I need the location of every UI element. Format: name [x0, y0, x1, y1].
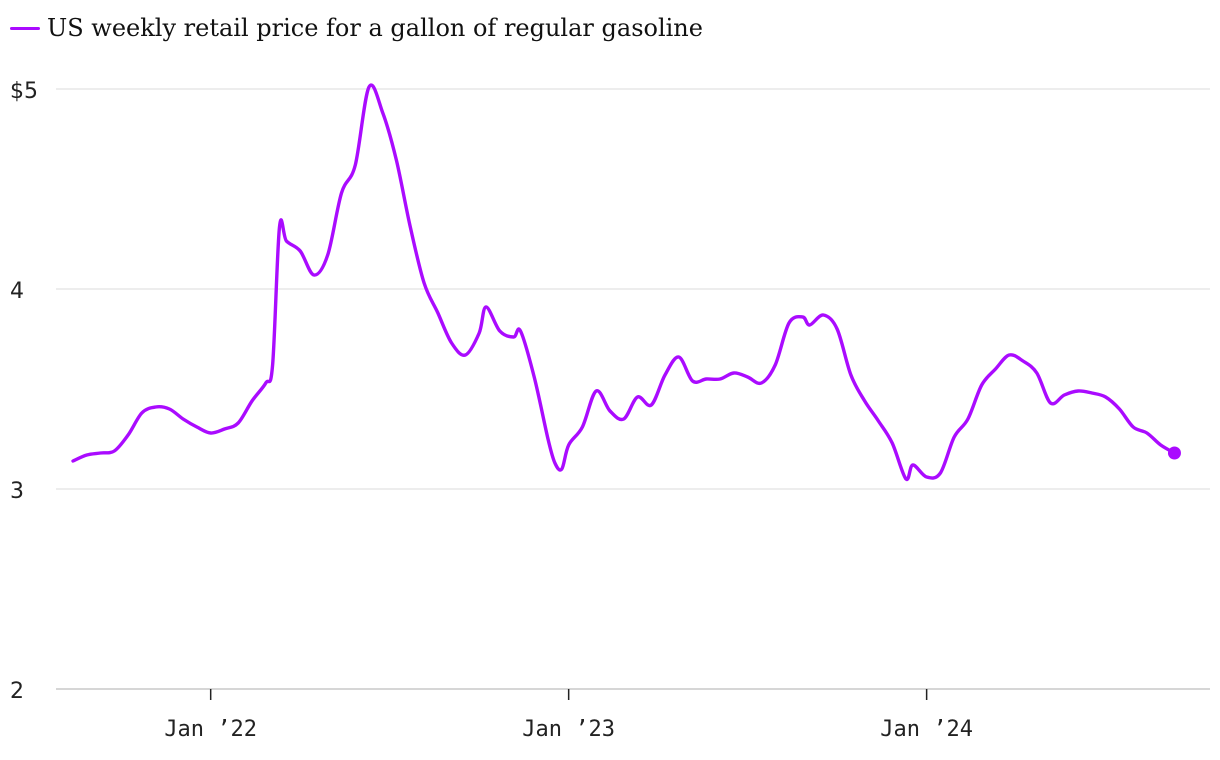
- y-tick-label: 2: [10, 679, 24, 704]
- legend-swatch: [10, 26, 40, 30]
- y-tick-label: 3: [10, 479, 24, 504]
- legend-label: US weekly retail price for a gallon of r…: [47, 14, 703, 42]
- series-line: [71, 83, 1177, 482]
- y-tick-label: 4: [10, 279, 24, 304]
- legend: US weekly retail price for a gallon of r…: [10, 14, 703, 42]
- x-tick-label: Jan ’22: [164, 717, 257, 742]
- y-tick-label: $5: [10, 79, 38, 104]
- series-end-marker: [1167, 446, 1181, 460]
- x-tick-label: Jan ’23: [522, 717, 615, 742]
- x-tick-label: Jan ’24: [880, 717, 973, 742]
